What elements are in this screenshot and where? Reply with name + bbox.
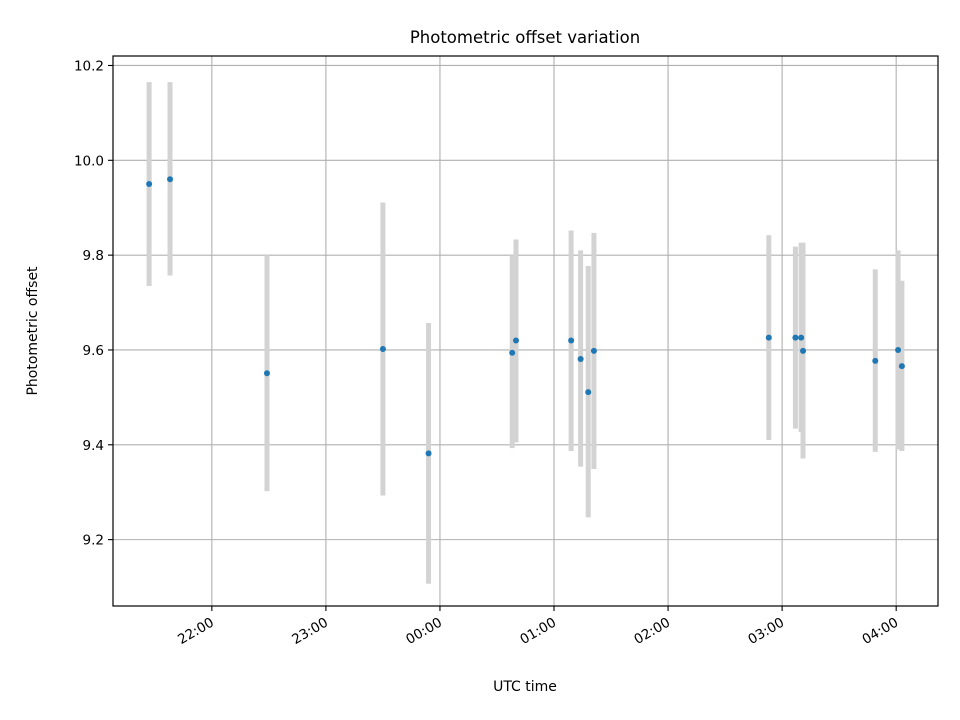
error-bars: [146, 82, 905, 584]
y-tick-label: 9.8: [83, 248, 104, 264]
y-tick-label: 10.0: [74, 153, 104, 169]
x-tick-label: 02:00: [631, 615, 673, 648]
data-point: [798, 334, 805, 341]
data-point: [425, 450, 432, 457]
chart-title: Photometric offset variation: [410, 28, 640, 47]
data-point: [568, 337, 575, 344]
y-tick-label: 9.6: [83, 343, 104, 359]
y-axis-label: Photometric offset: [25, 266, 41, 396]
plot-frame: [112, 55, 939, 607]
y-tick-label: 9.4: [83, 438, 104, 454]
data-point: [765, 334, 772, 341]
x-axis-label: UTC time: [493, 679, 557, 695]
data-point: [146, 181, 153, 188]
data-point: [792, 334, 799, 341]
x-tick-label: 01:00: [517, 615, 559, 648]
data-point: [577, 355, 584, 362]
x-tick-label: 23:00: [289, 615, 331, 648]
data-point: [590, 347, 597, 354]
x-tick-label: 04:00: [859, 615, 901, 648]
data-point: [263, 370, 270, 377]
x-tick-label: 03:00: [745, 615, 787, 648]
data-points: [146, 176, 905, 457]
data-point: [509, 349, 516, 356]
x-tick-label: 00:00: [403, 615, 445, 648]
x-tick-label: 22:00: [175, 615, 217, 648]
data-point: [895, 346, 902, 353]
grid: [113, 56, 938, 606]
data-point: [585, 389, 592, 396]
axis-ticks: 22:00 23:00 00:00 01:00 02:00 03:00 04:00 9.2 9.…: [74, 58, 901, 647]
data-point: [872, 357, 879, 364]
data-point: [167, 176, 174, 183]
data-point: [379, 346, 386, 353]
data-point: [800, 347, 807, 354]
data-point: [898, 363, 905, 370]
y-tick-label: 10.2: [74, 58, 104, 74]
y-tick-label: 9.2: [83, 533, 104, 549]
data-point: [512, 337, 519, 344]
